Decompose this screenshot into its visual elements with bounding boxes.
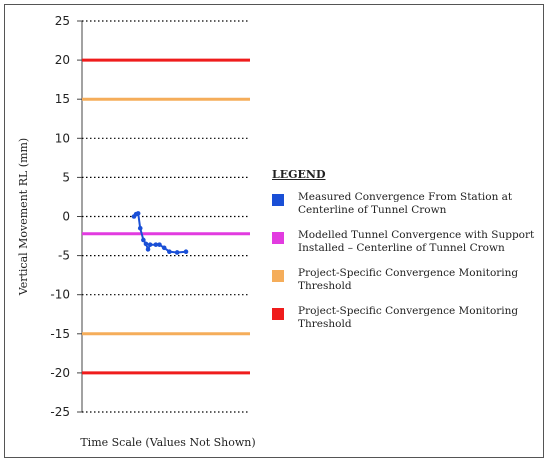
measured-convergence-point [141, 237, 146, 243]
measured-convergence-point [153, 242, 159, 247]
legend-swatch-threshold-red [272, 308, 284, 320]
y-tick-label: -5 [58, 249, 70, 263]
legend-swatch-modelled [272, 232, 284, 244]
y-axis-title: Vertical Movement RL (mm) [17, 138, 30, 296]
measured-convergence-point [174, 250, 180, 255]
y-tick-label: -15 [50, 327, 70, 341]
x-axis-title: Time Scale (Values Not Shown) [80, 436, 255, 449]
legend-label-threshold-orange: Project-Specific Convergence Monitoring … [298, 267, 519, 292]
measured-convergence-point [135, 211, 141, 216]
measured-convergence-point [143, 241, 149, 247]
y-tick-label: -25 [50, 405, 70, 419]
measured-convergence-point [145, 247, 151, 252]
legend-swatch-threshold-orange [272, 270, 284, 282]
measured-convergence-point [137, 225, 143, 231]
legend-title: LEGEND [272, 168, 326, 181]
figure-frame [4, 4, 544, 458]
y-tick-label: 5 [62, 170, 70, 184]
y-tick-label: 10 [55, 131, 70, 145]
legend-item-measured: Measured Convergence From Station at Cen… [272, 191, 542, 217]
legend: LEGEND Measured Convergence From Station… [272, 168, 542, 343]
measured-convergence-point [157, 242, 162, 247]
y-tick-label: 0 [62, 210, 70, 224]
legend-label-threshold-red: Project-Specific Convergence Monitoring … [298, 305, 519, 330]
legend-item-threshold-orange: Project-Specific Convergence Monitoring … [272, 267, 542, 293]
legend-item-threshold-red: Project-Specific Convergence Monitoring … [272, 305, 542, 331]
y-tick-label: 20 [55, 53, 70, 67]
measured-convergence-point [183, 249, 189, 254]
y-tick-label: -10 [50, 288, 70, 302]
measured-convergence-point [167, 249, 172, 254]
y-tick-label: -20 [50, 366, 70, 380]
measured-convergence-point [147, 242, 153, 247]
measured-convergence-point [161, 245, 167, 251]
y-tick-label: 15 [55, 92, 70, 106]
legend-item-modelled: Modelled Tunnel Convergence with Support… [272, 229, 542, 255]
legend-label-measured: Measured Convergence From Station at Cen… [298, 191, 513, 216]
legend-label-modelled: Modelled Tunnel Convergence with Support… [298, 229, 535, 254]
y-tick-label: 25 [55, 14, 70, 28]
legend-swatch-measured [272, 194, 284, 206]
